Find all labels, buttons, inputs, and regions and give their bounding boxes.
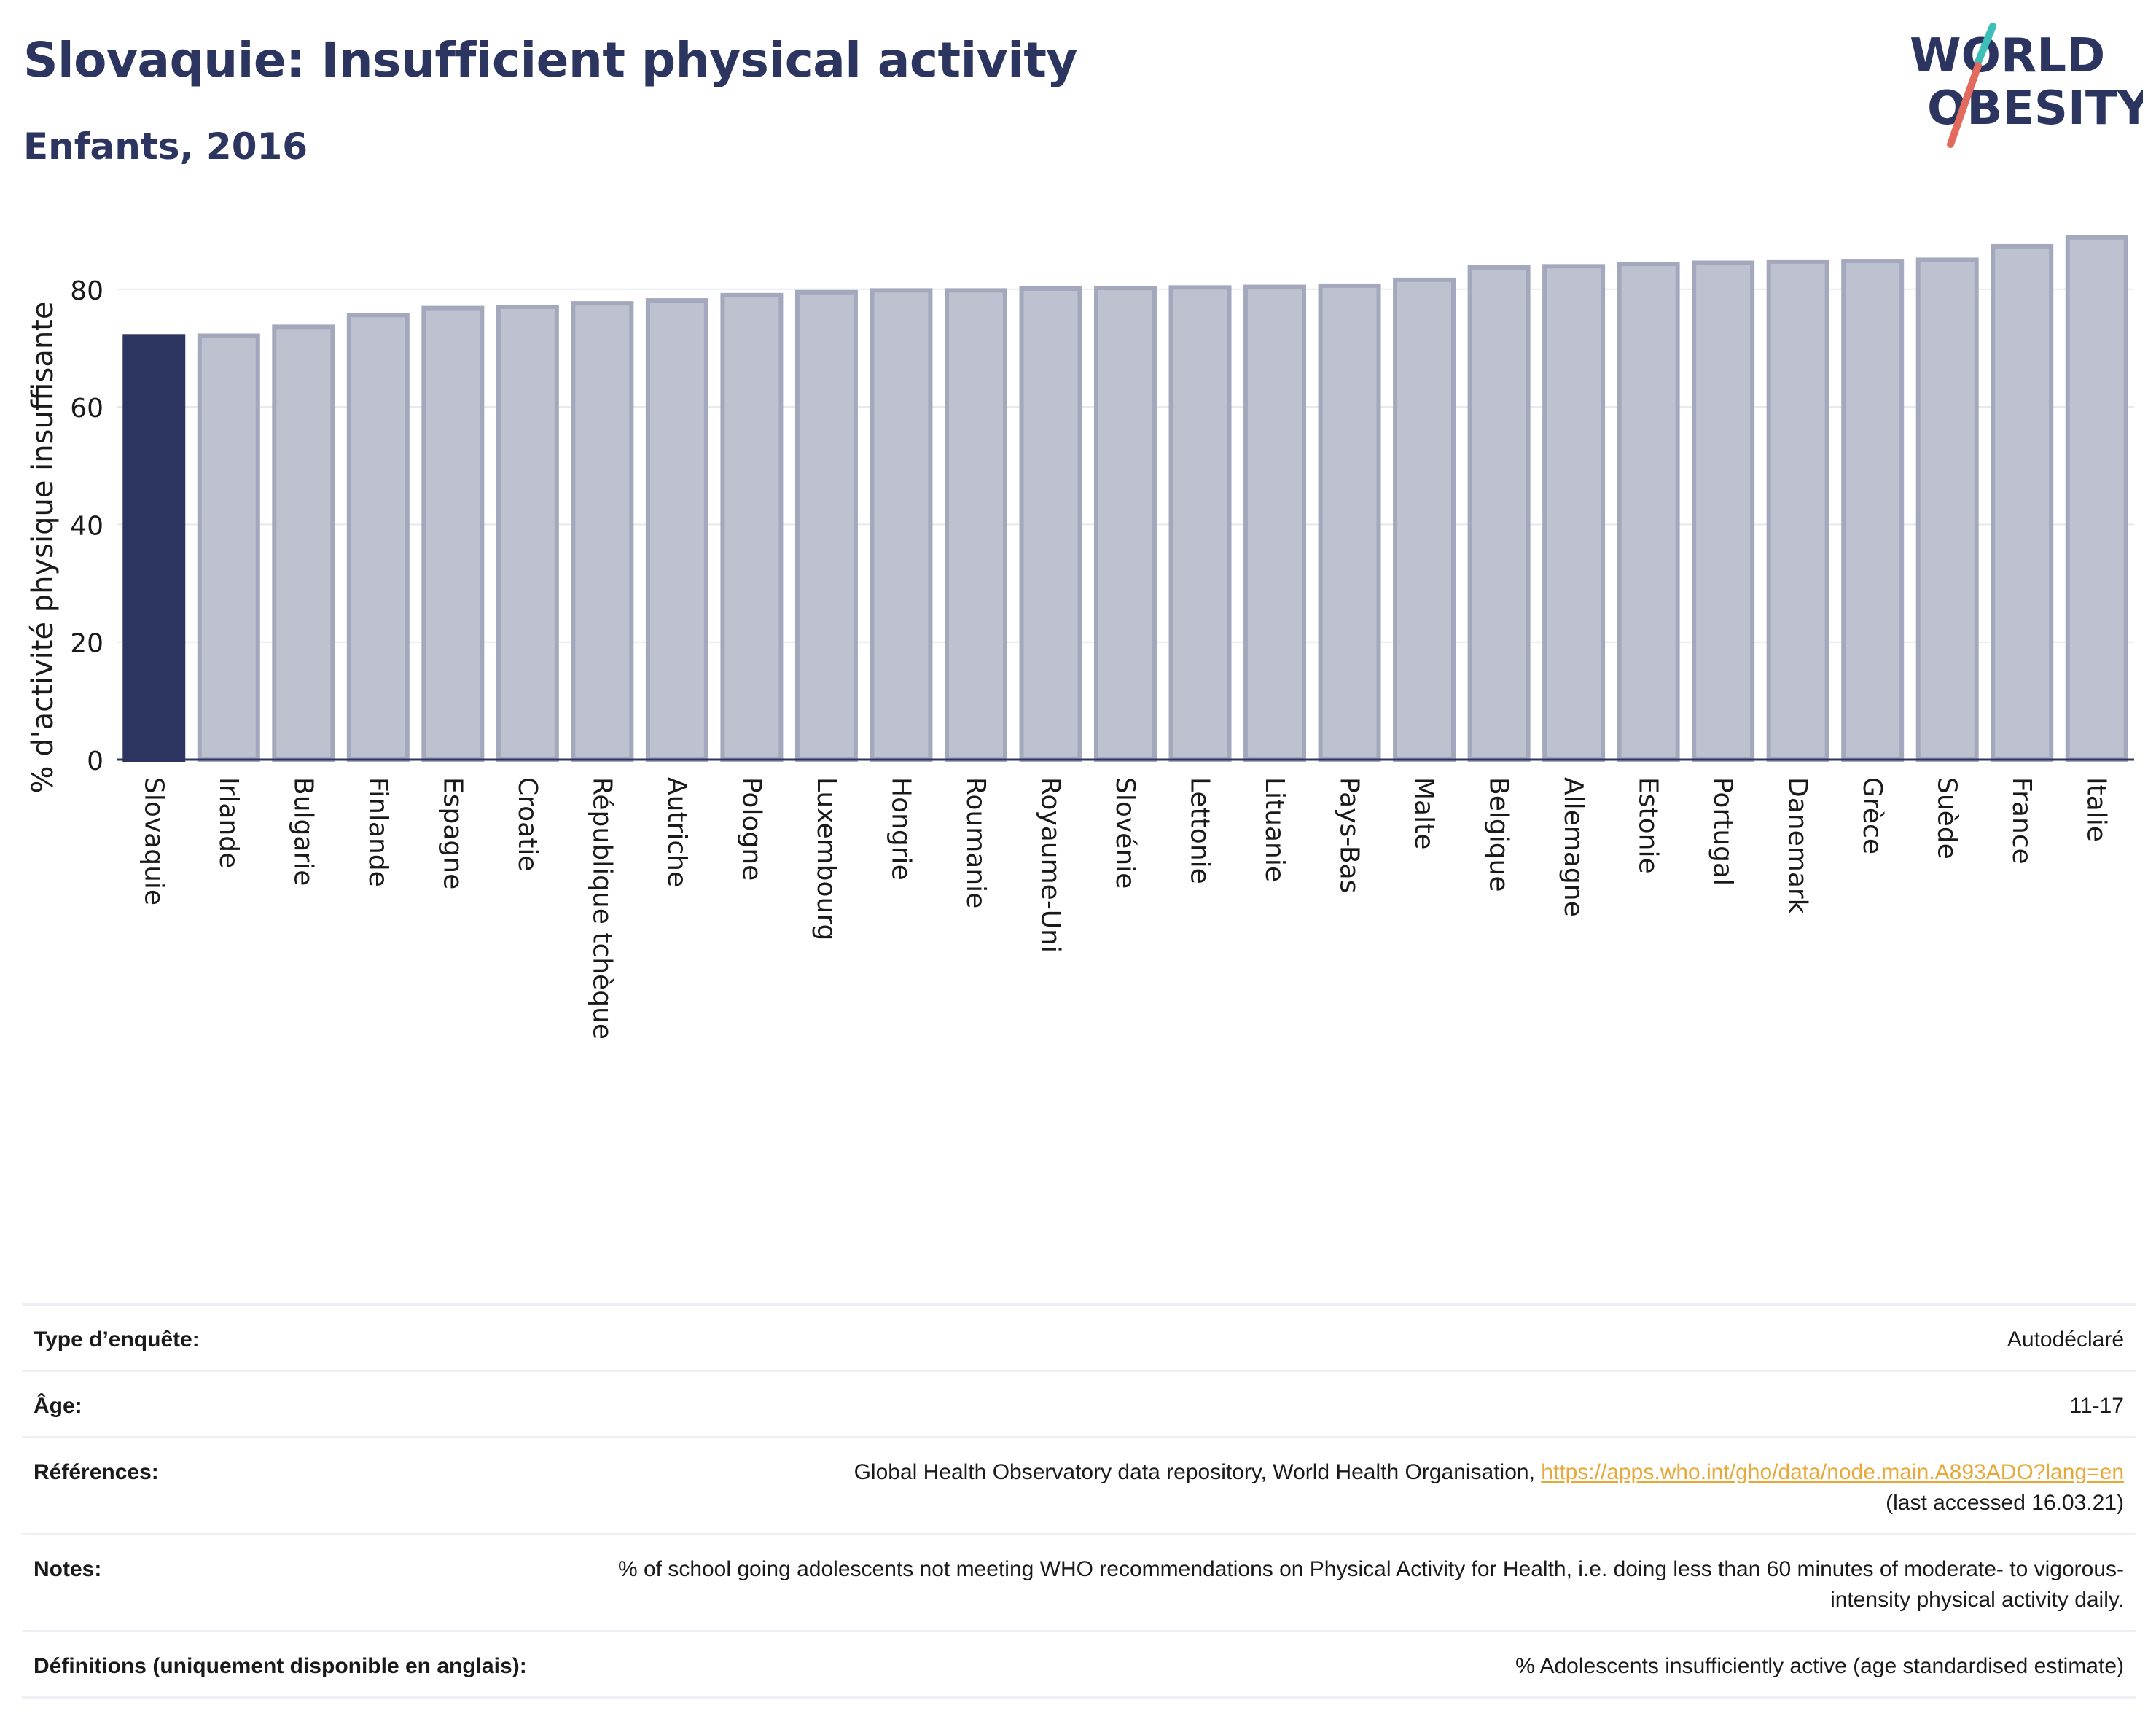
x-tick-label: Luxembourg [811,777,841,940]
info-table: Type d’enquête: Autodéclaré Âge: 11-17 R… [22,1303,2136,1699]
y-tick-label: 60 [70,394,103,424]
bar[interactable] [794,289,858,762]
x-tick-label: Finlande [363,777,393,887]
x-tick-label: Italie [2082,777,2112,842]
x-tick-label: République tchèque [587,777,617,1040]
bar[interactable] [1393,277,1456,763]
info-row-age: Âge: 11-17 [22,1370,2136,1438]
references-label: Références: [22,1436,541,1535]
references-accessed: (last accessed 16.03.21) [1886,1491,2124,1515]
bar[interactable] [1318,283,1381,762]
x-tick-label: Slovaquie [138,777,168,905]
age-label: Âge: [22,1370,541,1438]
y-tick-label: 80 [70,276,103,306]
bar[interactable] [2065,235,2128,762]
bar[interactable] [122,334,186,763]
x-tick-label: Portugal [1708,777,1738,886]
x-tick-label: Croatie [512,777,542,872]
x-tick-label: Hongrie [886,777,915,881]
x-tick-label: Royaume-Uni [1035,777,1065,953]
bar[interactable] [1019,286,1082,762]
logo-slash-coral [1947,62,1982,148]
x-tick-label: Malte [1409,777,1439,849]
references-value: Global Health Observatory data repositor… [541,1436,2136,1535]
notes-value: % of school going adolescents not meetin… [541,1533,2136,1632]
x-tick-label: Belgique [1484,777,1514,892]
y-tick-label: 20 [70,629,103,659]
notes-label: Notes: [22,1533,541,1632]
logo-line-1: WORLD [1910,29,2105,83]
y-tick-label: 40 [70,511,103,541]
x-tick-label: Suède [1932,777,1962,859]
x-tick-label: France [2007,777,2036,865]
bar[interactable] [496,304,559,762]
bar[interactable] [1467,265,1531,763]
x-tick-label: Pays-Bas [1335,777,1364,893]
y-tick-labels: 0 20 40 60 80 [70,276,103,776]
bar[interactable] [1915,257,1979,762]
references-link[interactable]: https://apps.who.int/gho/data/node.main.… [1541,1460,2124,1484]
bar[interactable] [944,288,1007,763]
bar[interactable] [870,288,933,763]
x-tick-label: Grèce [1857,777,1887,854]
x-tick-label: Slovénie [1110,777,1140,889]
definitions-label: Définitions (uniquement disponible en an… [22,1630,541,1699]
x-tick-label: Danemark [1783,777,1813,914]
bar[interactable] [1766,259,1829,762]
x-tick-label: Espagne [437,777,467,889]
chart-subtitle: Enfants, 2016 [23,125,308,168]
bars [122,235,2128,763]
x-tick-label: Allemagne [1558,777,1588,917]
info-row-survey: Type d’enquête: Autodéclaré [22,1303,2136,1372]
age-value: 11-17 [541,1370,2136,1438]
bar[interactable] [645,298,708,763]
x-tick-labels: Slovaquie Irlande Bulgarie Finlande Espagne C… [138,777,2111,1040]
y-tick-label: 0 [87,746,103,776]
bar[interactable] [1168,285,1232,762]
bar[interactable] [1991,243,2054,763]
info-row-notes: Notes: % of school going adolescents not… [22,1533,2136,1632]
bar[interactable] [1692,260,1755,762]
references-text: Global Health Observatory data repositor… [854,1460,1542,1484]
bar[interactable] [1094,286,1157,762]
x-tick-label: Roumanie [961,777,991,908]
bar[interactable] [1542,264,1606,762]
bar[interactable] [720,292,784,762]
survey-type-label: Type d’enquête: [22,1303,541,1372]
definitions-value: % Adolescents insufficiently active (age… [541,1630,2136,1699]
chart-title: Slovaquie: Insufficient physical activit… [23,32,1077,88]
info-row-references: Références: Global Health Observatory da… [22,1436,2136,1535]
bar[interactable] [421,305,485,762]
world-obesity-logo: WORLD OBESITY [1910,23,2143,148]
bar[interactable] [197,333,260,763]
survey-type-value: Autodéclaré [541,1303,2136,1372]
bar[interactable] [1841,259,1905,762]
x-tick-label: Irlande [214,777,243,868]
x-tick-label: Lituanie [1259,777,1289,882]
bar-chart: 0 20 40 60 80 Slovaquie Irlande Bulgarie Finlan… [26,235,2134,1040]
x-tick-label: Pologne [736,777,766,881]
y-axis-label: % d'activité physique insuffisante [26,302,60,794]
bar[interactable] [346,313,410,762]
bar[interactable] [1617,262,1680,762]
bar[interactable] [1243,284,1307,762]
x-tick-label: Lettonie [1185,777,1215,884]
x-tick-label: Bulgarie [288,777,318,886]
x-tick-label: Autriche [662,777,692,887]
bar[interactable] [571,301,634,762]
info-row-definitions: Définitions (uniquement disponible en an… [22,1630,2136,1699]
bar[interactable] [272,324,335,762]
x-tick-label: Estonie [1633,777,1663,874]
logo-slash-teal [1975,23,1996,66]
